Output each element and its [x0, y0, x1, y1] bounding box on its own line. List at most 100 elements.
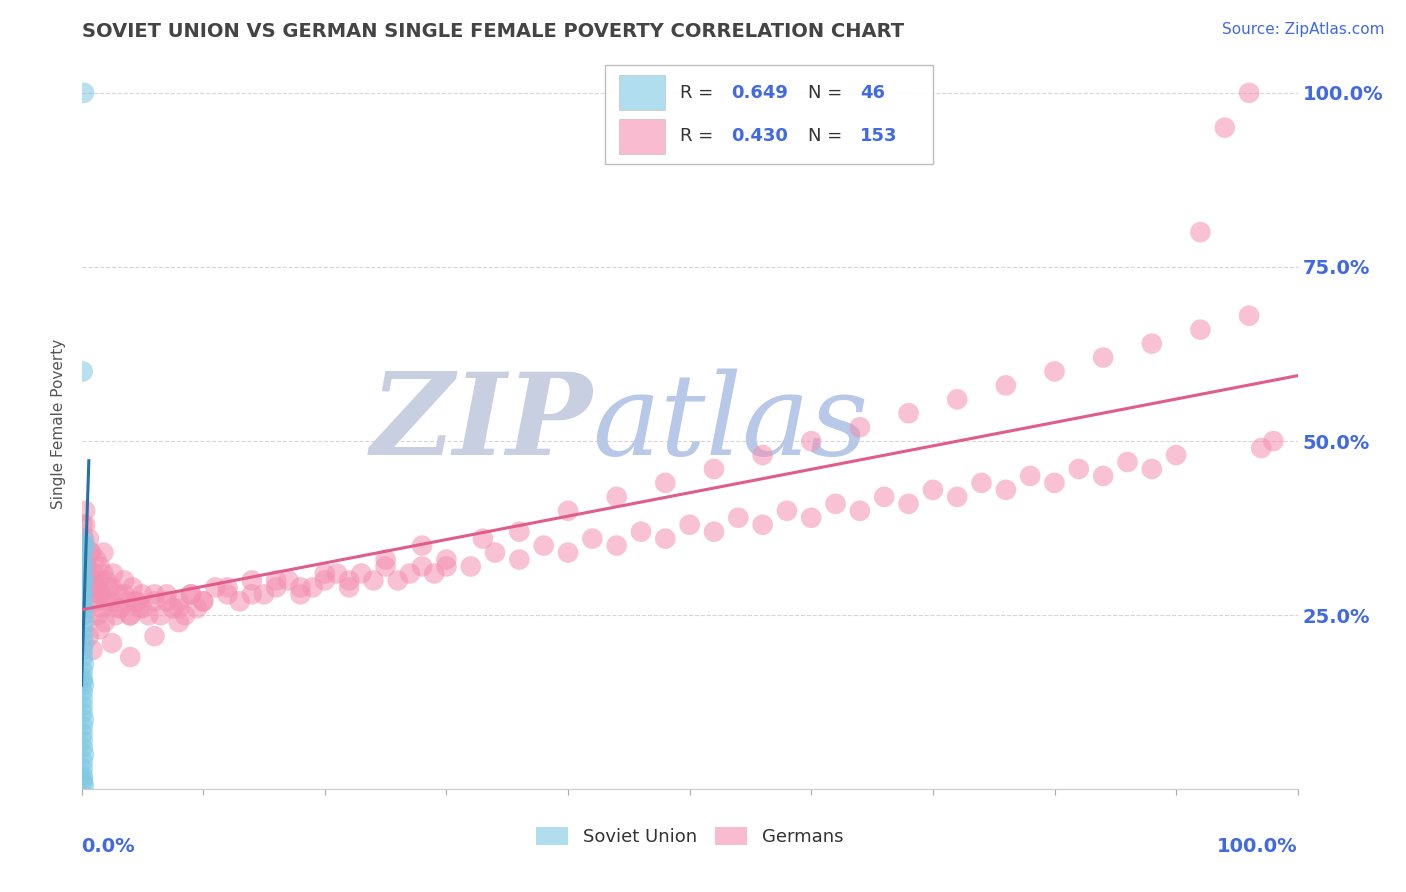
Point — [1250, 441, 1272, 455]
Point — [167, 615, 190, 630]
Point — [84, 552, 107, 566]
Point — [557, 545, 579, 559]
Point — [606, 490, 628, 504]
Point — [72, 552, 94, 566]
Point — [93, 615, 115, 630]
Point — [72, 755, 94, 769]
Point — [508, 552, 530, 566]
Point — [290, 581, 312, 595]
Point — [314, 574, 336, 588]
Point — [751, 517, 773, 532]
Point — [72, 587, 94, 601]
Point — [112, 574, 135, 588]
Point — [1166, 448, 1188, 462]
Point — [72, 685, 94, 699]
Point — [101, 636, 124, 650]
Point — [72, 762, 94, 776]
Point — [72, 664, 94, 678]
Text: 153: 153 — [860, 128, 897, 145]
Point — [436, 552, 458, 566]
Point — [72, 720, 94, 734]
Point — [107, 587, 129, 601]
Point — [79, 587, 101, 601]
Text: R =: R = — [681, 84, 718, 102]
Text: 0.0%: 0.0% — [82, 837, 135, 856]
Point — [72, 559, 94, 574]
Point — [1043, 475, 1066, 490]
Point — [79, 545, 101, 559]
Point — [363, 574, 385, 588]
Point — [104, 608, 127, 623]
Point — [180, 587, 202, 601]
Point — [90, 587, 112, 601]
Point — [87, 574, 110, 588]
Text: 46: 46 — [860, 84, 884, 102]
Point — [703, 462, 725, 476]
Point — [72, 629, 94, 643]
Text: N =: N = — [807, 84, 848, 102]
Point — [73, 86, 96, 100]
Point — [72, 622, 94, 636]
Point — [72, 608, 94, 623]
Point — [72, 727, 94, 741]
Point — [73, 747, 96, 762]
Point — [72, 581, 94, 595]
Point — [125, 594, 148, 608]
FancyBboxPatch shape — [605, 65, 934, 164]
Point — [94, 594, 117, 608]
Point — [186, 601, 208, 615]
Point — [411, 559, 433, 574]
Point — [72, 698, 94, 713]
Point — [101, 566, 124, 581]
Point — [143, 587, 166, 601]
Point — [994, 378, 1017, 392]
Point — [277, 574, 299, 588]
Point — [167, 601, 190, 615]
Point — [1237, 86, 1260, 100]
Point — [72, 650, 94, 665]
Point — [508, 524, 530, 539]
Point — [72, 587, 94, 601]
Point — [654, 532, 676, 546]
Point — [72, 364, 94, 378]
Legend: Soviet Union, Germans: Soviet Union, Germans — [529, 820, 851, 854]
Point — [76, 559, 98, 574]
Point — [264, 574, 287, 588]
Point — [83, 574, 105, 588]
Point — [411, 539, 433, 553]
Point — [471, 532, 494, 546]
Point — [1263, 434, 1285, 449]
Point — [72, 545, 94, 559]
Point — [946, 490, 969, 504]
Point — [75, 559, 97, 574]
Point — [240, 587, 263, 601]
Point — [264, 581, 287, 595]
Point — [533, 539, 555, 553]
Point — [873, 490, 896, 504]
Point — [72, 768, 94, 782]
Point — [1116, 455, 1139, 469]
Point — [75, 517, 97, 532]
Point — [72, 552, 94, 566]
Point — [751, 448, 773, 462]
Point — [922, 483, 945, 497]
Text: 0.649: 0.649 — [731, 84, 787, 102]
Point — [73, 657, 96, 671]
Point — [72, 740, 94, 755]
Point — [399, 566, 422, 581]
Point — [1019, 469, 1042, 483]
Point — [1092, 351, 1115, 365]
Point — [73, 779, 96, 793]
Text: Source: ZipAtlas.com: Source: ZipAtlas.com — [1222, 22, 1385, 37]
Point — [129, 601, 152, 615]
Point — [156, 587, 179, 601]
Point — [82, 581, 104, 595]
Point — [897, 406, 920, 420]
Point — [131, 587, 153, 601]
Point — [217, 581, 239, 595]
Point — [72, 574, 94, 588]
Point — [374, 552, 396, 566]
Point — [436, 559, 458, 574]
Point — [1043, 364, 1066, 378]
Point — [337, 581, 360, 595]
